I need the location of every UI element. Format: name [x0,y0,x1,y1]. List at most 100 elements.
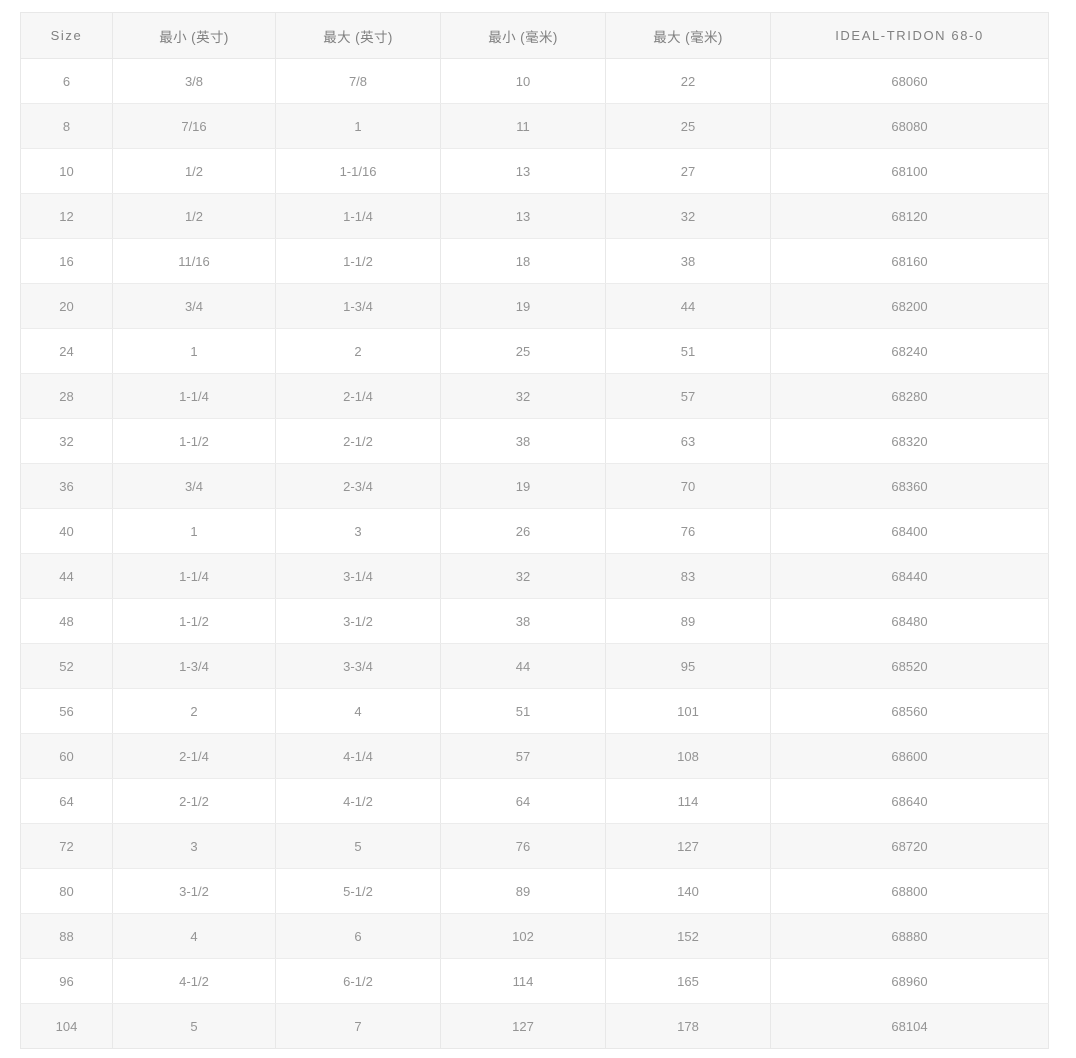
cell-max_in: 2 [275,328,441,374]
cell-max_mm: 51 [605,328,771,374]
table-row: 60 2-1/4 4-1/4 57 108 68600 [20,733,1049,779]
table-row: 104 5 7 127 178 68104 [20,1003,1049,1049]
cell-min_mm: 38 [440,418,606,464]
table-row: 32 1-1/2 2-1/2 38 63 68320 [20,418,1049,464]
cell-max_mm: 25 [605,103,771,149]
column-header-part[interactable]: IDEAL-TRIDON 68-0 [770,12,1049,59]
cell-max_mm: 27 [605,148,771,194]
cell-max_in: 6 [275,913,441,959]
cell-size: 60 [20,733,113,779]
cell-max_in: 1-1/4 [275,193,441,239]
cell-min_mm: 10 [440,58,606,104]
cell-size: 52 [20,643,113,689]
column-header-min_in[interactable]: 最小 (英寸) [112,12,276,59]
cell-max_in: 3-1/2 [275,598,441,644]
cell-part: 68520 [770,643,1049,689]
column-header-min_mm[interactable]: 最小 (毫米) [440,12,606,59]
cell-size: 104 [20,1003,113,1049]
cell-part: 68480 [770,598,1049,644]
cell-min_mm: 25 [440,328,606,374]
cell-part: 68960 [770,958,1049,1004]
cell-max_mm: 57 [605,373,771,419]
table-row: 80 3-1/2 5-1/2 89 140 68800 [20,868,1049,914]
cell-min_mm: 18 [440,238,606,284]
cell-max_in: 5 [275,823,441,869]
cell-part: 68080 [770,103,1049,149]
cell-min_in: 1 [112,508,276,554]
cell-min_mm: 102 [440,913,606,959]
cell-min_mm: 11 [440,103,606,149]
cell-min_in: 3/4 [112,283,276,329]
cell-size: 6 [20,58,113,104]
cell-max_mm: 38 [605,238,771,284]
table-row: 64 2-1/2 4-1/2 64 114 68640 [20,778,1049,824]
cell-min_in: 1/2 [112,148,276,194]
cell-max_mm: 140 [605,868,771,914]
cell-max_in: 5-1/2 [275,868,441,914]
cell-size: 64 [20,778,113,824]
cell-size: 48 [20,598,113,644]
cell-max_mm: 95 [605,643,771,689]
cell-min_mm: 26 [440,508,606,554]
table-row: 16 11/16 1-1/2 18 38 68160 [20,238,1049,284]
cell-max_mm: 32 [605,193,771,239]
cell-max_in: 2-1/4 [275,373,441,419]
header-row: Size 最小 (英寸) 最大 (英寸) 最小 (毫米) 最大 (毫米) IDEAL-TR… [20,12,1049,59]
cell-min_mm: 13 [440,148,606,194]
table-row: 88 4 6 102 152 68880 [20,913,1049,959]
cell-min_mm: 64 [440,778,606,824]
cell-min_in: 4-1/2 [112,958,276,1004]
cell-min_mm: 44 [440,643,606,689]
column-header-max_mm[interactable]: 最大 (毫米) [605,12,771,59]
table-row: 96 4-1/2 6-1/2 114 165 68960 [20,958,1049,1004]
cell-max_in: 4-1/2 [275,778,441,824]
cell-size: 36 [20,463,113,509]
cell-max_mm: 44 [605,283,771,329]
cell-max_in: 3 [275,508,441,554]
cell-max_in: 7/8 [275,58,441,104]
cell-part: 68160 [770,238,1049,284]
cell-size: 44 [20,553,113,599]
cell-max_in: 4-1/4 [275,733,441,779]
cell-size: 8 [20,103,113,149]
cell-size: 88 [20,913,113,959]
cell-max_in: 3-1/4 [275,553,441,599]
cell-min_in: 7/16 [112,103,276,149]
cell-max_mm: 101 [605,688,771,734]
cell-min_in: 1-1/2 [112,598,276,644]
cell-max_mm: 178 [605,1003,771,1049]
cell-min_in: 1-1/4 [112,553,276,599]
table-row: 8 7/16 1 11 25 68080 [20,103,1049,149]
cell-max_mm: 114 [605,778,771,824]
cell-min_mm: 114 [440,958,606,1004]
cell-min_in: 1-1/4 [112,373,276,419]
cell-part: 68360 [770,463,1049,509]
table-row: 48 1-1/2 3-1/2 38 89 68480 [20,598,1049,644]
cell-min_in: 2-1/2 [112,778,276,824]
table-row: 10 1/2 1-1/16 13 27 68100 [20,148,1049,194]
cell-part: 68400 [770,508,1049,554]
cell-size: 72 [20,823,113,869]
cell-min_in: 5 [112,1003,276,1049]
table-row: 40 1 3 26 76 68400 [20,508,1049,554]
cell-part: 68640 [770,778,1049,824]
cell-part: 68200 [770,283,1049,329]
cell-max_in: 1-1/2 [275,238,441,284]
cell-min_mm: 76 [440,823,606,869]
cell-max_mm: 152 [605,913,771,959]
cell-min_in: 3/4 [112,463,276,509]
cell-part: 68320 [770,418,1049,464]
cell-part: 68880 [770,913,1049,959]
cell-size: 32 [20,418,113,464]
table-row: 20 3/4 1-3/4 19 44 68200 [20,283,1049,329]
cell-min_mm: 38 [440,598,606,644]
cell-part: 68720 [770,823,1049,869]
cell-min_mm: 89 [440,868,606,914]
cell-max_mm: 22 [605,58,771,104]
table-row: 44 1-1/4 3-1/4 32 83 68440 [20,553,1049,599]
cell-size: 12 [20,193,113,239]
column-header-size[interactable]: Size [20,12,113,59]
column-header-max_in[interactable]: 最大 (英寸) [275,12,441,59]
cell-min_in: 3-1/2 [112,868,276,914]
cell-min_in: 2-1/4 [112,733,276,779]
